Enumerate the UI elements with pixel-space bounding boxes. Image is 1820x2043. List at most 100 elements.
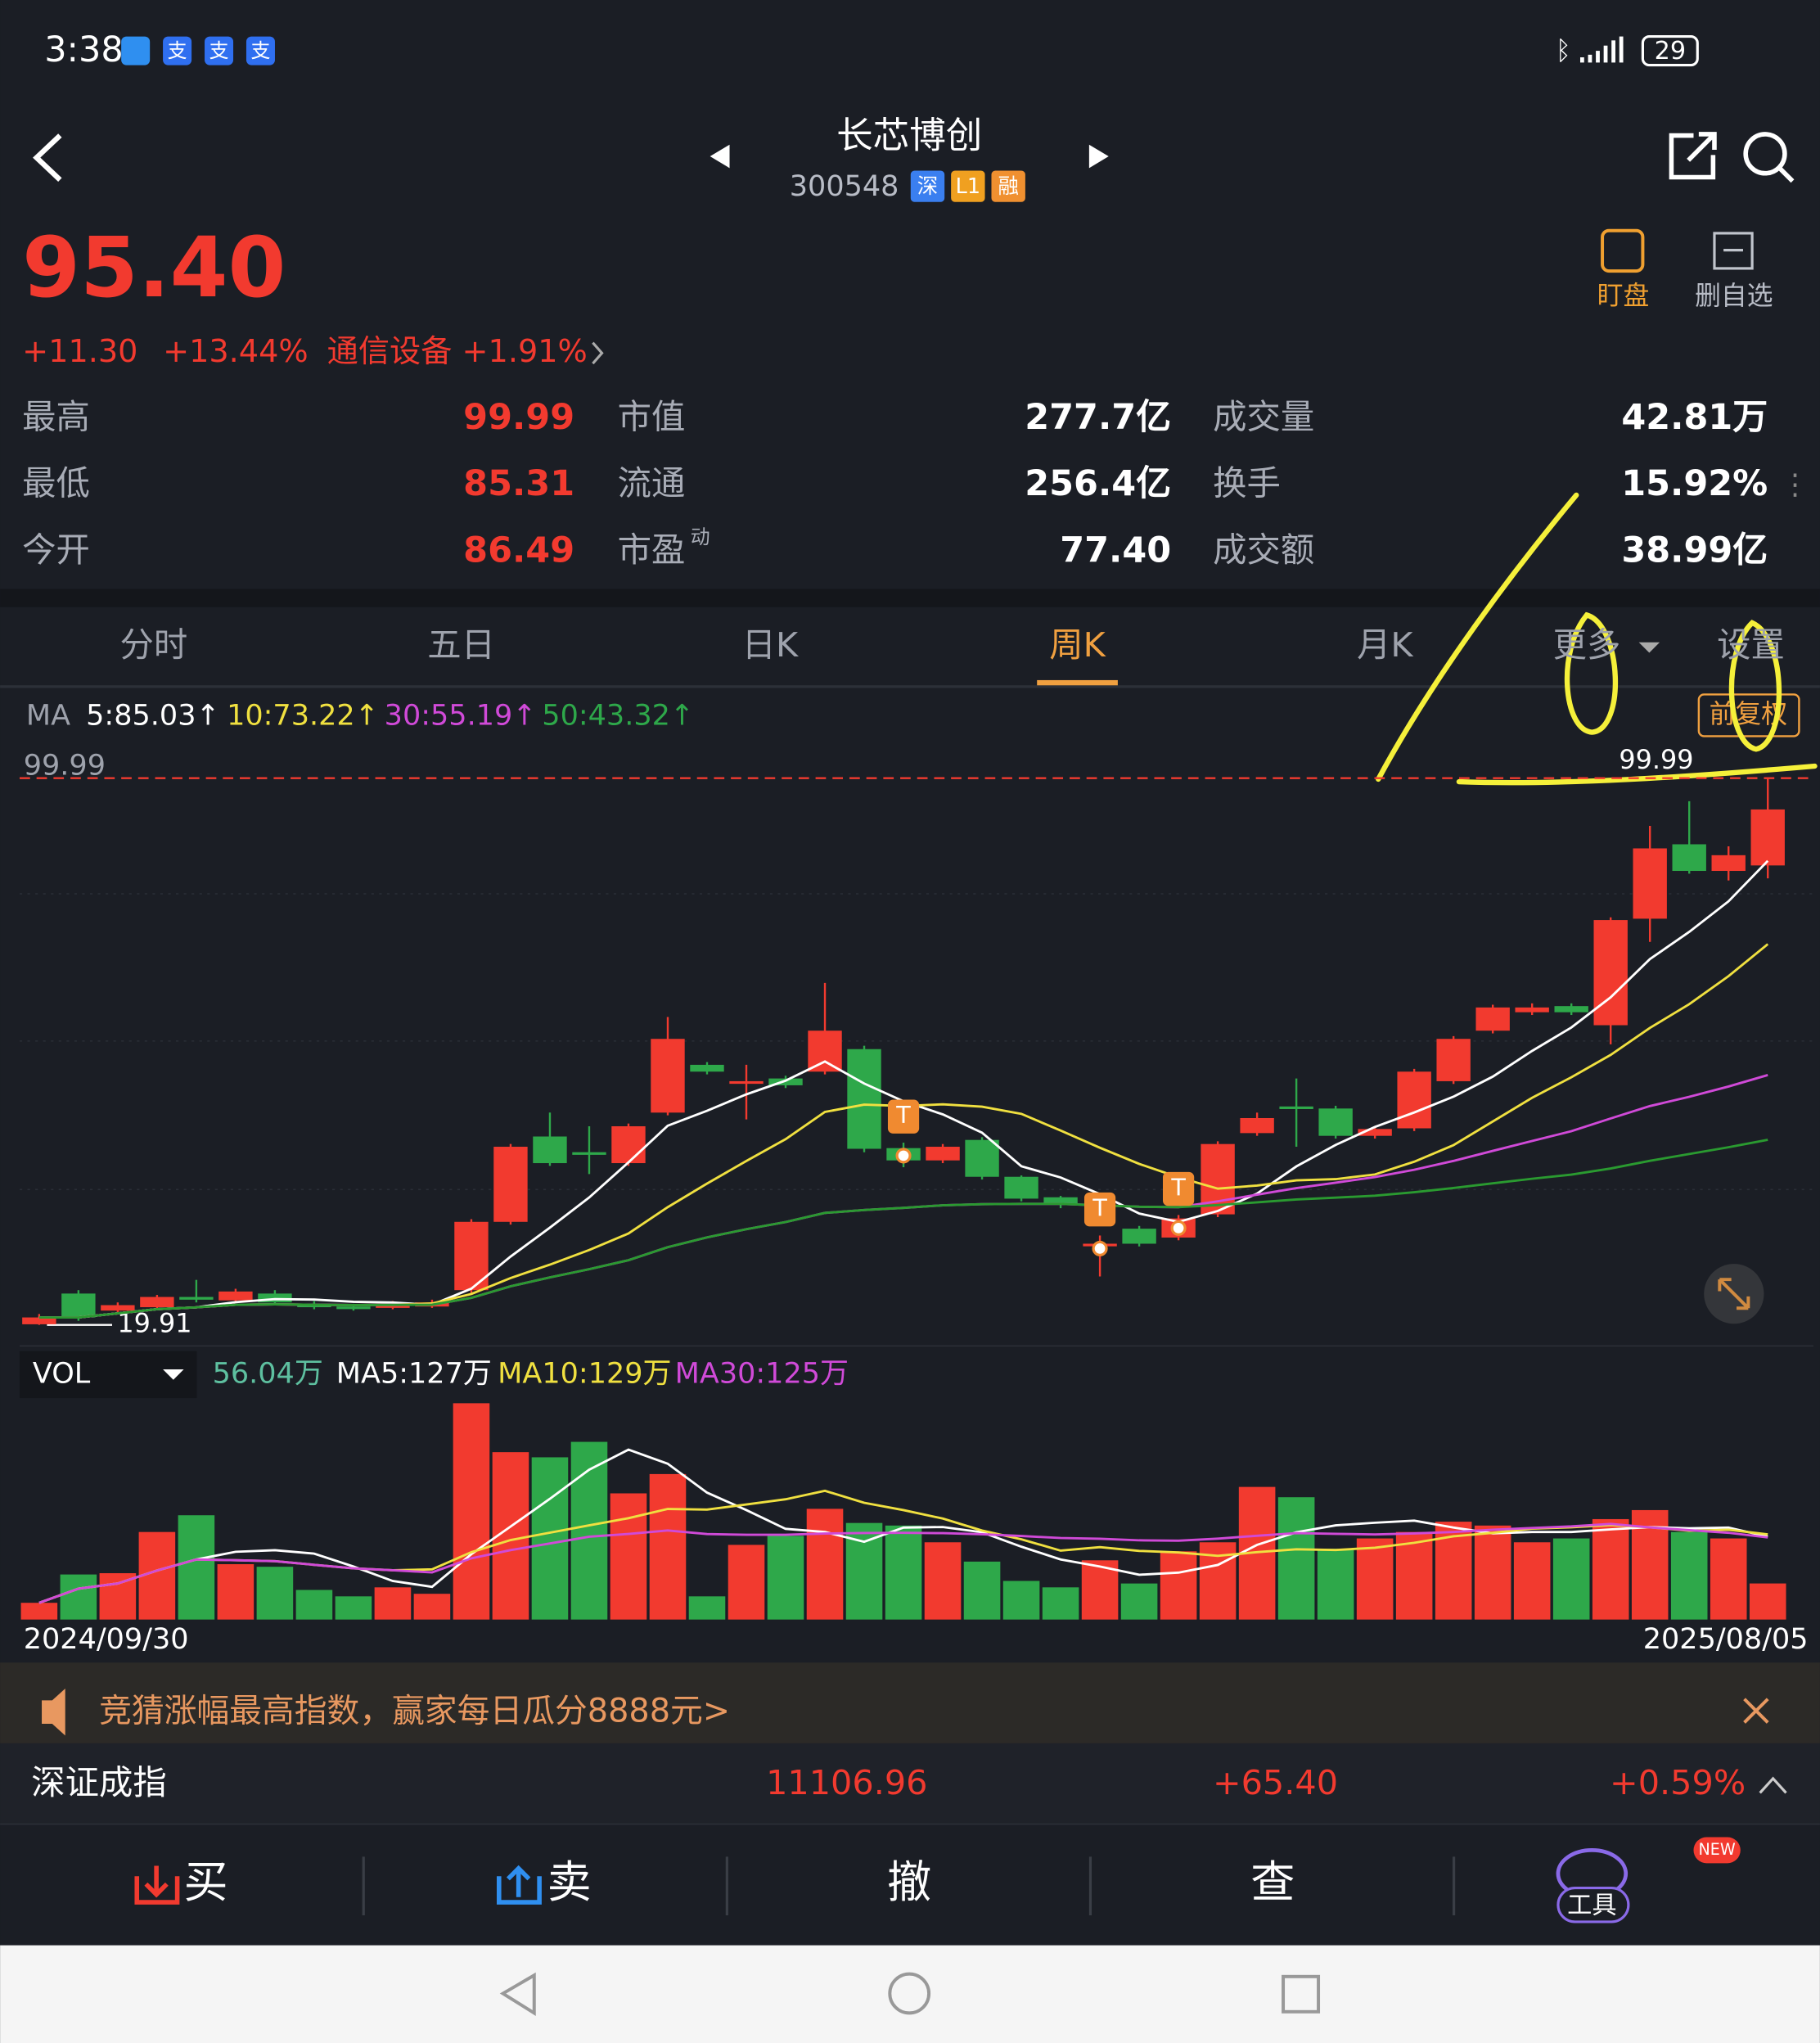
tab[interactable]: 设置 <box>1717 625 1785 665</box>
next-stock[interactable] <box>1088 144 1109 169</box>
volume-bar <box>924 1542 962 1620</box>
watch-icon[interactable] <box>1601 228 1645 273</box>
candle-body <box>1593 920 1628 1026</box>
badge-text: 深 <box>917 174 938 199</box>
tab[interactable]: 周K <box>1049 625 1106 665</box>
banner-close[interactable] <box>1743 1698 1769 1724</box>
volume-bar <box>610 1493 647 1620</box>
adjust-box[interactable] <box>1697 693 1800 737</box>
stat-value: 86.49 <box>463 530 574 571</box>
ma-legend: MA <box>26 699 70 733</box>
stat-value: 85.31 <box>463 463 574 504</box>
candle-body <box>611 1125 646 1164</box>
vol-legend: 56.04万 <box>213 1356 323 1390</box>
stock-code: 300548 <box>790 169 899 203</box>
stat-label: 成交额 <box>1213 530 1314 570</box>
candle-body <box>651 1039 685 1113</box>
banner-text[interactable]: 竞猜涨幅最高指数，赢家每日瓜分8888元> <box>99 1693 730 1730</box>
candle-body <box>965 1139 999 1177</box>
system-nav <box>0 1945 1820 2043</box>
candle-body <box>1672 844 1706 872</box>
ma-legend: 30:55.19↑ <box>385 699 537 733</box>
volume-bar <box>963 1561 1001 1620</box>
volume-bar <box>1513 1542 1551 1620</box>
index-expand[interactable] <box>1759 1776 1787 1794</box>
candle-body <box>101 1305 135 1311</box>
candle-body <box>572 1152 606 1155</box>
volume-bar <box>1710 1538 1747 1620</box>
index-name[interactable]: 深证成指 <box>31 1763 167 1802</box>
index-value: 11106.96 <box>766 1763 927 1802</box>
stat-value: 42.81万 <box>1621 397 1768 438</box>
new-badge-text: NEW <box>1699 1840 1736 1859</box>
tab[interactable]: 更多 <box>1553 625 1621 665</box>
volume-bar <box>217 1564 255 1620</box>
volume-bar <box>1160 1551 1197 1620</box>
active-tab-underline <box>1037 679 1118 686</box>
candle-body <box>258 1293 292 1303</box>
stat-value: 15.92% <box>1621 463 1768 504</box>
battery <box>1641 34 1699 67</box>
pay-icon <box>246 36 275 65</box>
candle-body <box>1318 1108 1353 1136</box>
candle-body <box>1750 809 1785 866</box>
volume-bar <box>453 1403 490 1620</box>
tab[interactable]: 月K <box>1357 625 1413 665</box>
candle-body <box>1043 1197 1078 1205</box>
date-start: 2024/09/30 <box>24 1622 189 1656</box>
candle-body <box>729 1080 764 1085</box>
nav-item[interactable]: 撤 <box>887 1856 931 1908</box>
tab[interactable]: 分时 <box>120 625 188 665</box>
tab[interactable]: 五日 <box>427 625 495 665</box>
volume-bar <box>256 1567 294 1620</box>
share-button[interactable] <box>1669 132 1717 180</box>
battery-level: 29 <box>1655 37 1686 65</box>
watch-label[interactable]: 盯盘 <box>1597 280 1650 311</box>
nav-home[interactable] <box>888 1972 931 2015</box>
nav-item[interactable]: 工具 <box>1567 1891 1616 1919</box>
volume-bar <box>1749 1583 1786 1620</box>
candle-body <box>768 1078 803 1085</box>
sector[interactable]: 通信设备 +1.91% <box>327 334 588 370</box>
nav-back[interactable] <box>499 1972 536 2016</box>
candle-body <box>493 1147 528 1222</box>
candle-body <box>61 1293 96 1318</box>
nav-item[interactable]: 买 <box>184 1856 228 1908</box>
remove-icon[interactable] <box>1713 232 1754 270</box>
volume-bar <box>374 1587 412 1620</box>
pe-sup: 动 <box>691 525 710 548</box>
stat-label: 流通 <box>618 464 686 503</box>
high-label-left: 99.99 <box>24 748 106 782</box>
nav-item[interactable]: 查 <box>1250 1856 1295 1908</box>
volume-bar <box>178 1515 215 1620</box>
nav-item[interactable]: 卖 <box>547 1856 592 1908</box>
nav-recent[interactable] <box>1282 1974 1321 2014</box>
ma-legend: 10:73.22↑ <box>227 699 379 733</box>
tool-pill <box>1556 1886 1630 1923</box>
candle-body <box>1711 855 1746 872</box>
candle-body <box>1436 1039 1471 1081</box>
vol-selector[interactable] <box>19 1351 197 1399</box>
more-dots[interactable]: ⋮ <box>1781 468 1809 502</box>
search-button[interactable] <box>1743 132 1787 176</box>
candle-body <box>22 1317 56 1324</box>
volume-bar <box>1317 1549 1354 1620</box>
index-change: +65.40 <box>1213 1763 1338 1802</box>
candle-body <box>1358 1129 1392 1136</box>
sell-icon <box>496 1865 542 1905</box>
vol-legend: VOL <box>33 1356 91 1390</box>
handwriting <box>1376 492 1818 786</box>
pay-icon <box>205 36 234 65</box>
remove-label[interactable]: 删自选 <box>1695 280 1773 311</box>
volume-bar <box>99 1573 137 1620</box>
volume-bar <box>1474 1525 1511 1620</box>
index-bar-bg <box>0 1743 1820 1824</box>
volume-bar <box>60 1574 97 1620</box>
status-time: 3:38 <box>44 29 124 70</box>
prev-stock[interactable] <box>710 144 730 169</box>
high-label-right: 99.99 <box>1619 744 1693 775</box>
tab[interactable]: 日K <box>742 625 799 665</box>
back-button[interactable] <box>33 133 62 182</box>
